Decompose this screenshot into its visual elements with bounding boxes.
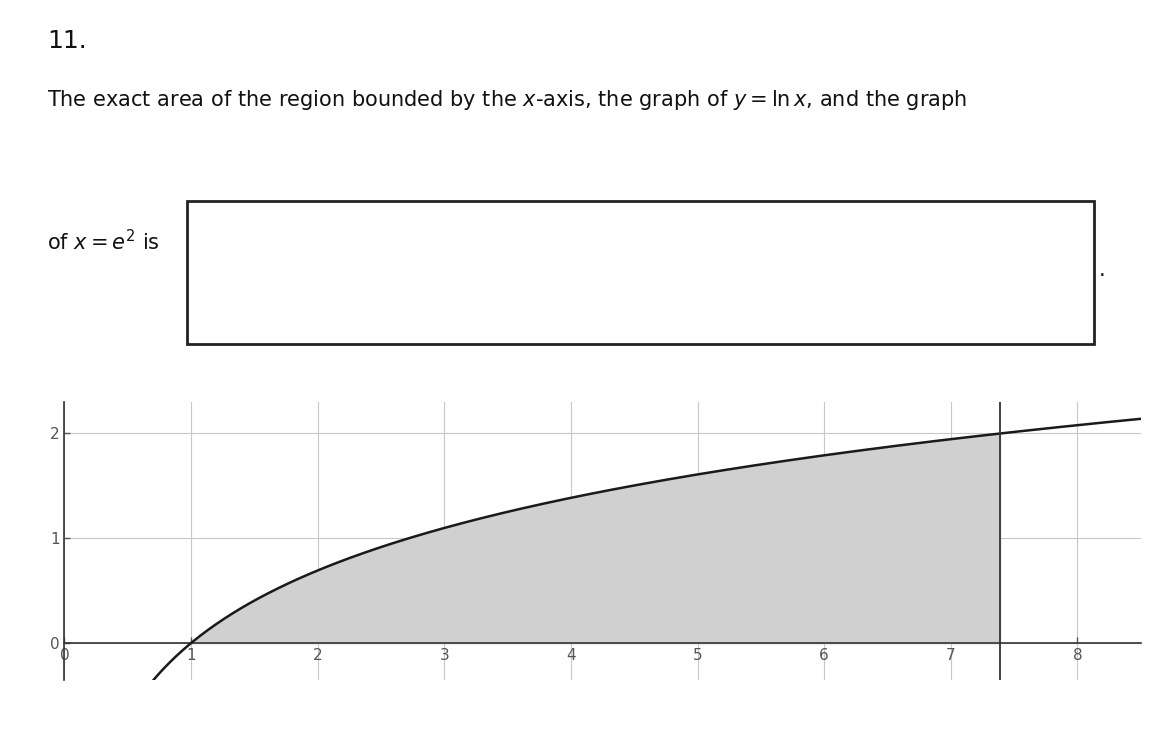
Text: The exact area of the region bounded by the $x$-axis, the graph of $y = \ln x$, : The exact area of the region bounded by … [47,88,966,112]
Text: 11.: 11. [47,29,87,53]
Text: .: . [1099,260,1106,281]
Text: of $x = e^2$ is: of $x = e^2$ is [47,229,159,254]
